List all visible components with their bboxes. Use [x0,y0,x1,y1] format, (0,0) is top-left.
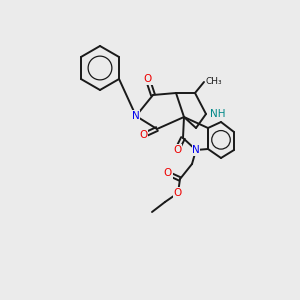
Text: O: O [173,145,181,155]
Text: CH₃: CH₃ [206,76,223,85]
Text: O: O [164,168,172,178]
Text: O: O [144,74,152,84]
Text: O: O [139,130,147,140]
Text: N: N [132,111,140,121]
Text: N: N [192,145,200,155]
Text: NH: NH [210,109,226,119]
Text: O: O [174,188,182,198]
